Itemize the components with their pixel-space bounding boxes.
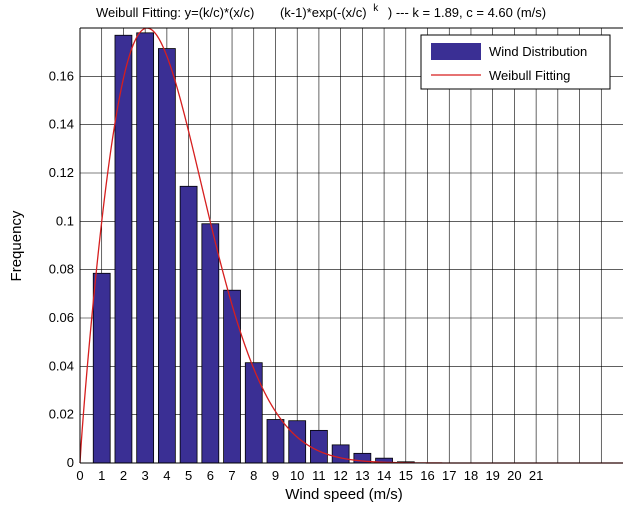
y-tick-label: 0.16 <box>49 68 74 83</box>
x-tick-label: 5 <box>185 468 192 483</box>
bar <box>158 48 176 464</box>
x-tick-label: 3 <box>142 468 149 483</box>
x-tick-label: 2 <box>120 468 127 483</box>
x-tick-label: 6 <box>207 468 214 483</box>
chart-title-part-2: (k-1)*exp(-(x/c) <box>280 5 367 20</box>
chart-title-superscript: k <box>373 3 379 14</box>
x-tick-label: 12 <box>333 468 347 483</box>
bar <box>266 419 285 464</box>
y-tick-label: 0.12 <box>49 165 74 180</box>
y-tick-label: 0.1 <box>56 213 74 228</box>
bar <box>223 289 241 464</box>
x-tick-label: 21 <box>529 468 543 483</box>
y-tick-label: 0.04 <box>49 358 74 373</box>
axes <box>79 27 623 464</box>
x-tick-label: 11 <box>312 468 326 483</box>
bar <box>331 444 350 464</box>
bar <box>201 223 220 464</box>
chart-title-part-3: ) --- k = 1.89, c = 4.60 (m/s) <box>388 5 546 20</box>
x-tick-label: 1 <box>98 468 105 483</box>
x-axis-label: Wind speed (m/s) <box>285 486 403 503</box>
x-tick-label: 15 <box>399 468 413 483</box>
tick-labels: 00.020.040.060.080.10.120.140.160 1 2 3 4 5 6 7… <box>49 68 544 483</box>
y-tick-label: 0.14 <box>49 117 74 132</box>
x-tick-label: 9 <box>272 468 279 483</box>
x-tick-label: 8 <box>250 468 257 483</box>
bar <box>310 429 328 464</box>
y-axis-label: Frequency <box>8 210 25 281</box>
legend: Wind Distribution Weibull Fitting <box>420 34 611 90</box>
y-tick-label: 0.06 <box>49 310 74 325</box>
chart-title-part-1: Weibull Fitting: y=(k/c)*(x/c) <box>96 5 254 20</box>
chart-title: Weibull Fitting: y=(k/c)*(x/c) (k-1)*exp… <box>96 0 546 20</box>
grid-lines <box>80 28 623 463</box>
x-tick-label: 14 <box>377 468 391 483</box>
legend-label-weibull-fitting: Weibull Fitting <box>489 68 570 83</box>
x-tick-label: 13 <box>355 468 369 483</box>
bar <box>179 185 198 464</box>
bar <box>244 362 263 464</box>
legend-swatch-wind-distribution <box>431 43 481 60</box>
x-tick-label: 20 <box>507 468 521 483</box>
y-tick-label: 0 <box>67 455 74 470</box>
x-tick-label: 7 <box>228 468 235 483</box>
legend-label-wind-distribution: Wind Distribution <box>489 44 587 59</box>
bar <box>92 272 111 464</box>
x-tick-label: 16 <box>420 468 434 483</box>
x-tick-label: 17 <box>442 468 456 483</box>
x-tick-label: 10 <box>290 468 304 483</box>
x-tick-label: 0 <box>76 468 83 483</box>
x-tick-label: 19 <box>485 468 499 483</box>
y-tick-label: 0.08 <box>49 262 74 277</box>
y-tick-label: 0.02 <box>49 407 74 422</box>
x-tick-label: 4 <box>163 468 170 483</box>
bar <box>136 32 155 464</box>
bar <box>114 34 133 464</box>
x-tick-label: 18 <box>464 468 478 483</box>
